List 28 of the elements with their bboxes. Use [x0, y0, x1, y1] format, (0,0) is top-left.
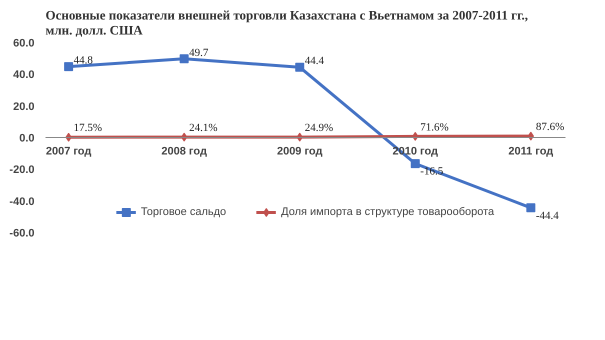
point: [180, 54, 189, 64]
x-tick-label: 2011 год: [508, 146, 554, 158]
y-tick-label: 40.0: [13, 69, 35, 82]
data-label: 17.5%: [74, 122, 102, 134]
x-tick-label: 2008 год: [161, 146, 207, 158]
data-label: 49.7: [189, 46, 209, 59]
data-label: -44.4: [536, 210, 560, 222]
legend-label: Доля импорта в структуре товарооборота: [281, 206, 494, 218]
point: [64, 62, 74, 72]
point: [295, 62, 304, 72]
y-tick-label: -60.0: [9, 228, 35, 240]
y-tick-label: -40.0: [9, 196, 35, 208]
y-tick-label: 20.0: [13, 100, 35, 113]
legend-label: Торговое сальдо: [140, 206, 226, 218]
point: [410, 159, 420, 168]
data-label: 87.6%: [536, 121, 564, 134]
data-label: 24.1%: [189, 122, 218, 134]
y-tick-label: -20.0: [9, 164, 35, 176]
data-label: 44.4: [304, 55, 324, 68]
x-tick-label: 2009 год: [276, 146, 322, 158]
data-label: 24.9%: [304, 122, 334, 134]
data-label: 44.8: [74, 54, 94, 67]
chart-title: Основные показатели внешней торговли Казахстана с Вьетнамом за 2007-2011 гг., млн. долл. США: [46, 8, 528, 38]
x-tick-label: 2007 год: [46, 146, 92, 158]
point: [526, 203, 536, 212]
y-tick-label: 60.0: [13, 38, 35, 50]
data-label: 71.6%: [420, 121, 449, 134]
y-tick-label: 0.0: [19, 132, 35, 144]
